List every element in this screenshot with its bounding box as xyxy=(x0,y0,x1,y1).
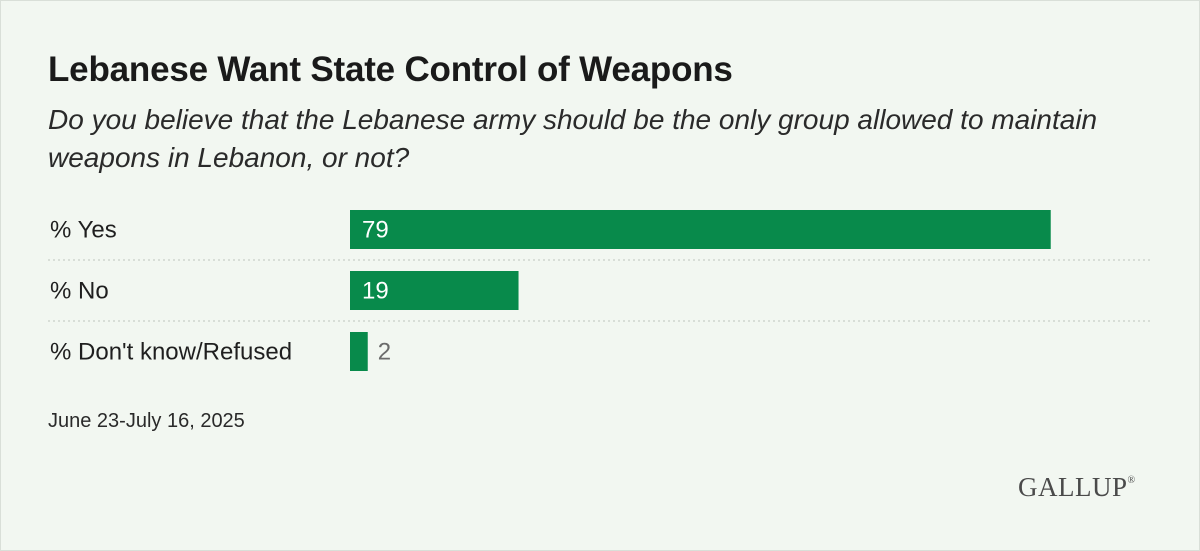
logo-text: GALLUP xyxy=(1018,472,1128,502)
chart-subtitle: Do you believe that the Lebanese army sh… xyxy=(48,104,1098,173)
bar xyxy=(350,210,1051,249)
category-label: % Yes xyxy=(50,217,117,244)
gallup-logo: GALLUP® xyxy=(1018,472,1136,503)
bar xyxy=(350,271,519,310)
bar xyxy=(350,332,368,371)
category-label: % No xyxy=(50,278,109,305)
data-label: 19 xyxy=(362,278,389,305)
chart-title: Lebanese Want State Control of Weapons xyxy=(48,50,733,89)
data-label: 79 xyxy=(362,217,389,244)
registered-mark: ® xyxy=(1127,475,1136,486)
data-label: 2 xyxy=(378,339,391,366)
category-label: % Don't know/Refused xyxy=(50,339,292,366)
survey-date: June 23-July 16, 2025 xyxy=(48,410,245,432)
